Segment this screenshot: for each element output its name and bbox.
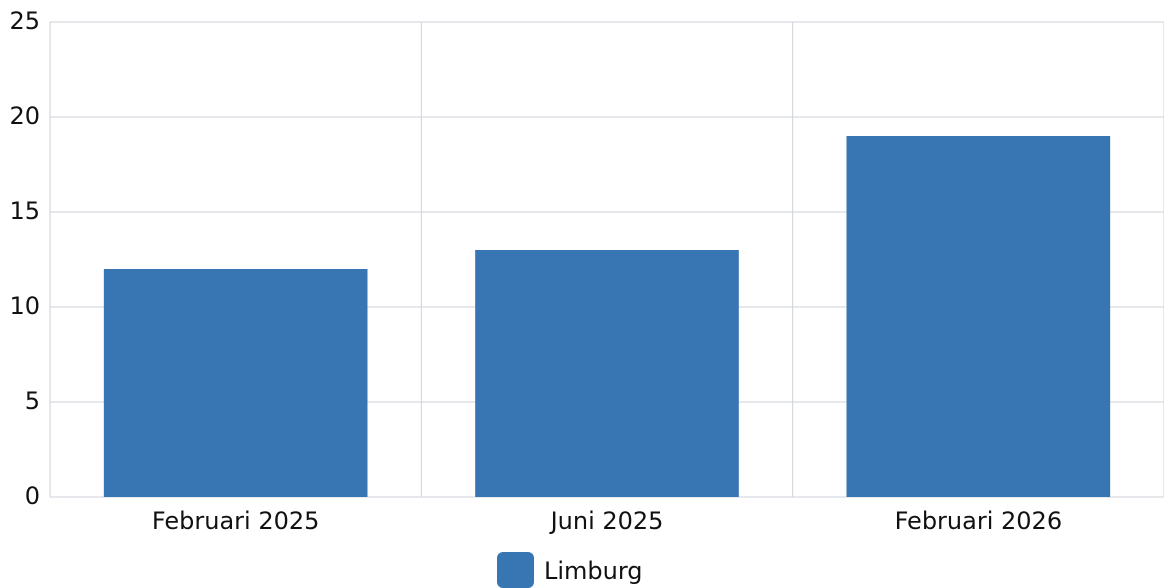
legend-label: Limburg [544, 557, 643, 585]
x-tick-label: Februari 2026 [895, 507, 1063, 535]
y-tick-label: 25 [9, 7, 40, 35]
y-tick-label: 0 [25, 482, 40, 510]
bar [475, 250, 739, 497]
bar [103, 269, 368, 497]
x-tick-label: Juni 2025 [549, 507, 664, 535]
y-tick-label: 5 [25, 387, 40, 415]
y-tick-label: 15 [9, 197, 40, 225]
y-tick-label: 10 [9, 292, 40, 320]
y-tick-label: 20 [9, 102, 40, 130]
bar [846, 136, 1111, 497]
legend-swatch [497, 552, 534, 588]
x-tick-label: Februari 2025 [152, 507, 320, 535]
